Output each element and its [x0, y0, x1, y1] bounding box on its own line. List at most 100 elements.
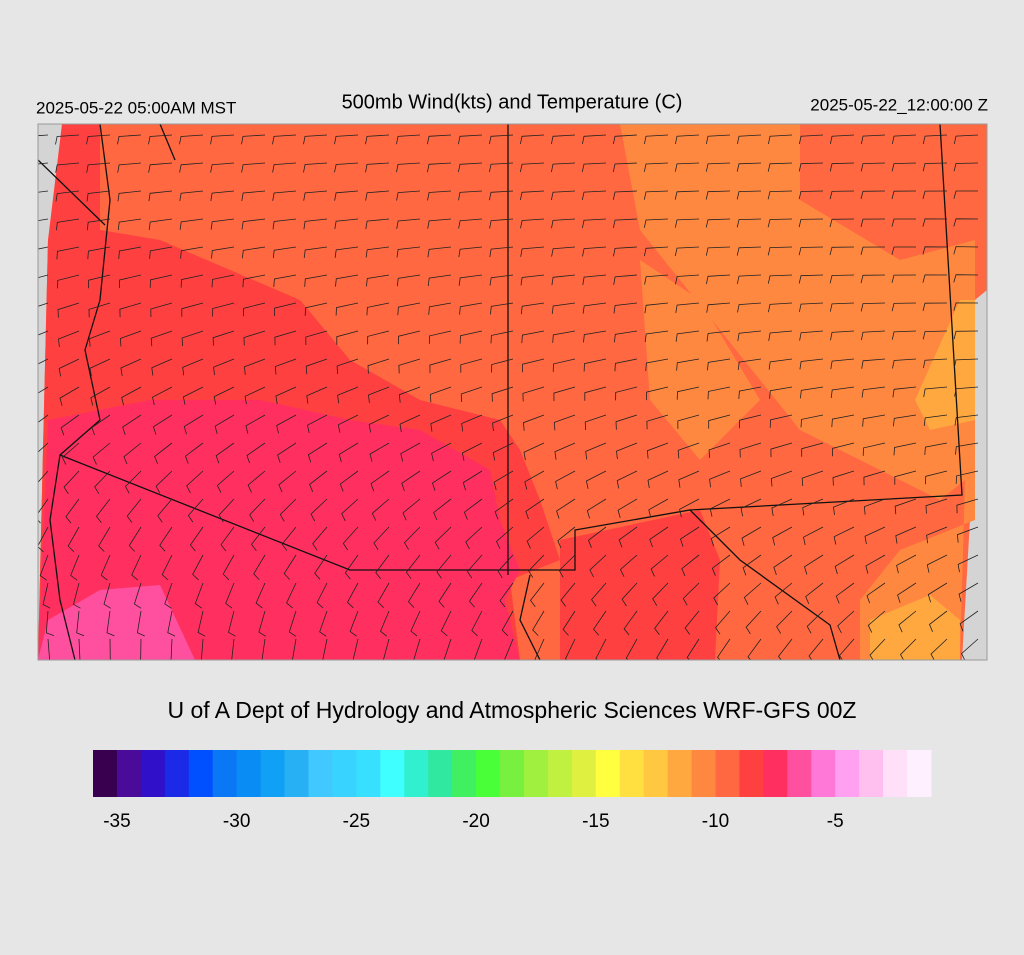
wind-barb: [646, 414, 669, 430]
wind-barb: [109, 638, 111, 660]
wind-barb: [213, 358, 235, 376]
coast: [49, 124, 111, 660]
wind-barb: [463, 498, 483, 520]
wind-barb: [225, 582, 235, 609]
wind-barb: [303, 218, 328, 230]
wind-barb: [55, 162, 80, 173]
wind-barb: [652, 582, 669, 606]
wind-barb: [58, 358, 80, 377]
wind-barb: [371, 498, 390, 521]
wind-barb: [616, 470, 638, 489]
wind-barb: [366, 302, 390, 316]
wind-barb: [891, 274, 917, 283]
wind-barb: [644, 302, 669, 314]
wind-barb: [833, 498, 855, 516]
wind-barb: [316, 582, 328, 609]
wind-barb: [953, 190, 978, 199]
wind-barb: [955, 470, 979, 484]
valid-time-utc: 2025-05-22_12:00:00 Z: [810, 95, 988, 114]
wind-barb: [334, 246, 359, 258]
wind-barb: [489, 218, 514, 229]
map-frame: [37, 123, 988, 661]
wind-barb: [73, 582, 81, 609]
colorbar-swatch: [93, 750, 118, 797]
wind-barb: [164, 582, 173, 609]
wind-barb: [615, 386, 638, 401]
wind-barb: [492, 442, 514, 461]
wind-barb: [922, 218, 948, 227]
colorbar-swatch: [835, 750, 860, 797]
colorbar-swatch: [332, 750, 357, 797]
wind-barb: [339, 470, 359, 492]
wind-barb: [924, 442, 948, 456]
wind-barb: [304, 274, 328, 287]
wind-barb: [45, 610, 54, 636]
wind-barb: [38, 246, 49, 250]
wind-barb: [55, 134, 80, 145]
wind-barb: [150, 302, 173, 318]
wind-barb: [367, 358, 390, 374]
wind-barb: [179, 162, 204, 173]
wind-barb: [866, 582, 886, 604]
wind-barb: [210, 190, 235, 202]
wind-barb: [551, 246, 576, 257]
wind-barb: [133, 582, 142, 609]
wind-barb: [63, 470, 80, 495]
wind-barb: [458, 274, 483, 286]
wind-barb: [335, 274, 359, 287]
wind-barb: [369, 442, 390, 462]
wind-barb: [954, 414, 979, 426]
wind-barb: [953, 302, 979, 311]
wind-barb: [705, 218, 731, 228]
wind-barb: [930, 638, 948, 660]
wind-barb: [458, 134, 483, 145]
wind-barb: [337, 414, 359, 433]
wind-barb: [922, 162, 948, 172]
wind-barb: [613, 274, 638, 285]
wind-barb: [250, 526, 266, 552]
wind-barb: [491, 386, 514, 402]
wind-barb: [893, 442, 917, 456]
wind-barb: [155, 470, 173, 494]
wind-barb: [829, 162, 855, 172]
wind-barb: [677, 414, 700, 429]
wind-barb: [220, 526, 235, 552]
wind-barb: [674, 246, 700, 256]
wind-barb: [676, 358, 700, 371]
wind-barb: [92, 442, 111, 465]
wind-barb: [117, 218, 142, 231]
wind-barb: [745, 610, 762, 635]
colorbar-swatch: [739, 750, 764, 797]
wind-barb: [740, 470, 762, 487]
wind-barb: [706, 330, 731, 342]
wind-barb: [58, 330, 80, 348]
wind-barb: [861, 386, 886, 398]
colorbar-swatch: [476, 750, 501, 797]
wind-barb: [106, 610, 115, 637]
wind-barb: [368, 414, 390, 433]
wind-barb: [891, 162, 917, 172]
wind-barb: [159, 526, 173, 552]
wind-barb: [829, 274, 855, 284]
wind-barb: [835, 582, 855, 604]
wind-barb: [798, 246, 824, 256]
wind-barb: [396, 190, 421, 201]
wind-barb: [459, 330, 483, 344]
wind-barb: [959, 610, 979, 632]
wind-barb: [493, 470, 514, 491]
wind-barb: [863, 498, 886, 515]
wind-barb: [460, 386, 483, 403]
wind-barb: [303, 246, 328, 259]
colorbar-swatch: [308, 750, 333, 797]
wind-barb: [862, 414, 886, 427]
wind-barb: [334, 134, 359, 145]
wind-barb: [496, 526, 514, 549]
wind-barb: [38, 190, 49, 193]
wind-barb: [804, 554, 824, 575]
wind-barb: [830, 358, 855, 370]
wind-barb: [861, 358, 886, 369]
wind-barb: [471, 610, 483, 637]
wind-barb: [523, 442, 545, 461]
wind-barb: [864, 526, 886, 545]
